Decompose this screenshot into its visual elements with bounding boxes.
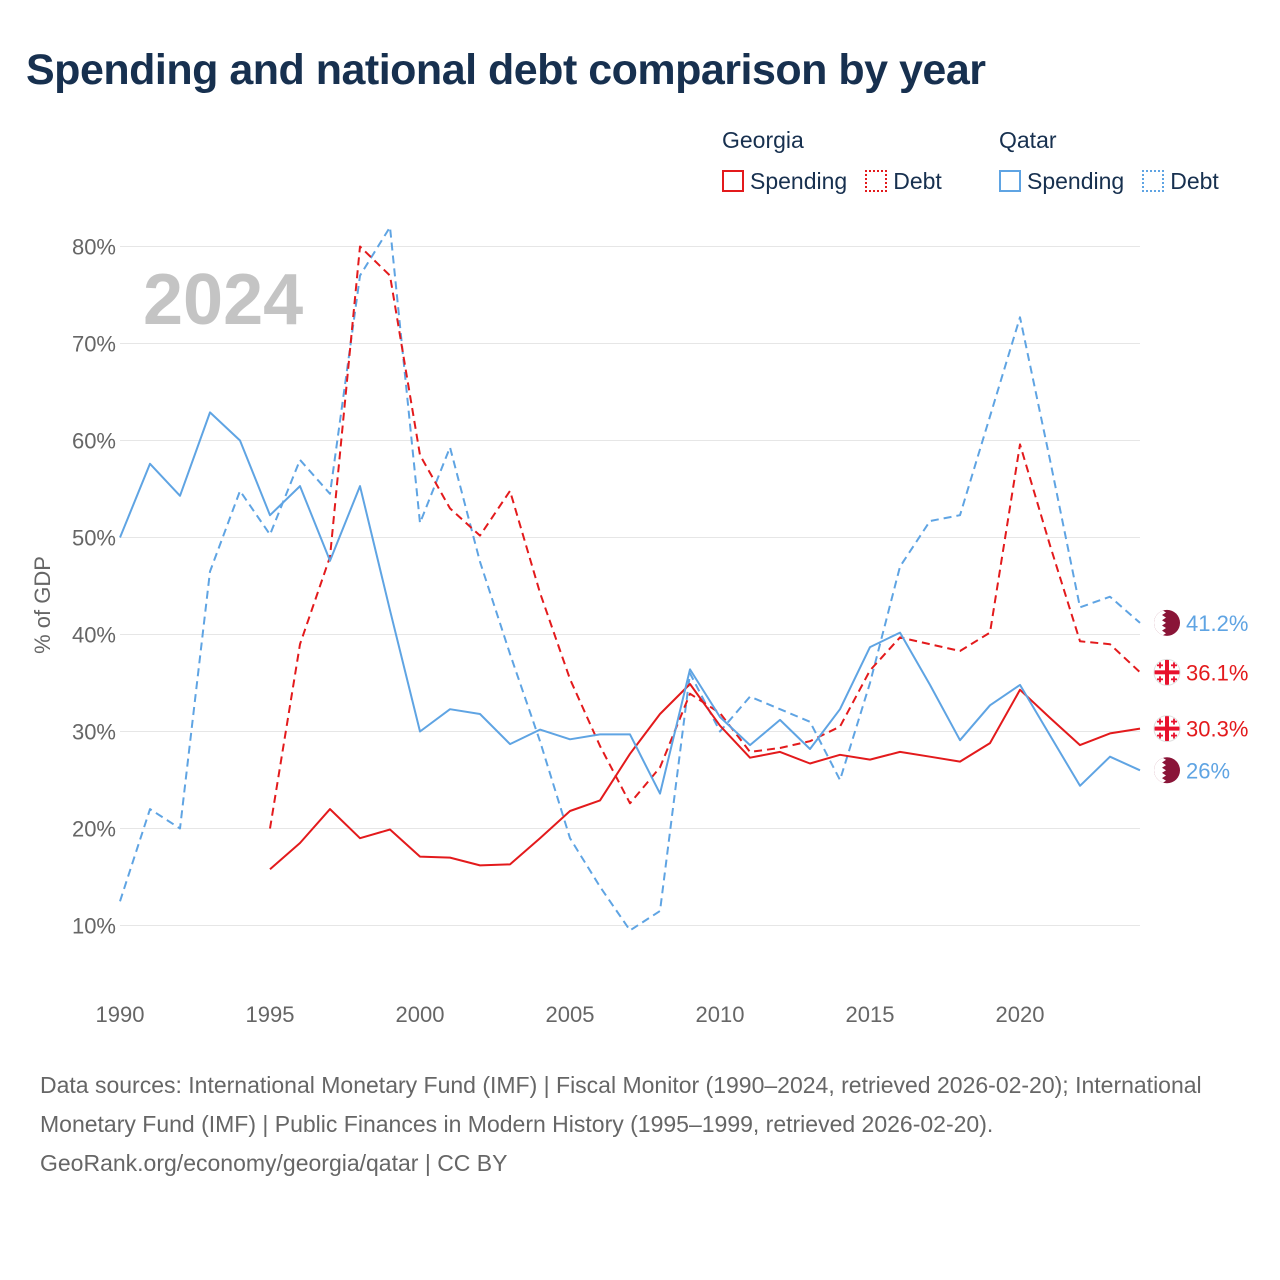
legend-group-georgia: Georgia Spending Debt: [722, 124, 960, 198]
y-tick-label: 70%: [72, 332, 116, 357]
x-tick-label: 2020: [996, 1002, 1045, 1027]
y-tick-label: 30%: [72, 720, 116, 745]
qatar-flag-icon: [1154, 757, 1180, 784]
legend-label-georgia-debt: Debt: [893, 167, 942, 194]
legend-swatch-dotted-qatar: [1142, 170, 1165, 192]
x-tick-label: 2005: [546, 1002, 595, 1027]
legend-group-qatar: Qatar Spending Debt: [999, 124, 1237, 198]
end-value-label-georgia-spending: 30.3%: [1186, 717, 1248, 742]
legend-swatch-solid-qatar: [999, 170, 1021, 192]
y-tick-label: 20%: [72, 817, 116, 842]
y-tick-label: 10%: [72, 914, 116, 939]
x-tick-label: 1990: [96, 1002, 145, 1027]
end-value-label-georgia-debt: 36.1%: [1186, 660, 1248, 685]
series-line-georgia-spending[interactable]: [269, 683, 1141, 870]
legend-label-georgia-spending: Spending: [750, 167, 848, 194]
georgia-flag-icon: [1153, 715, 1181, 743]
legend-georgia-spending[interactable]: Spending: [722, 168, 847, 195]
data-sources: Data sources: International Monetary Fun…: [40, 1072, 1202, 1137]
legend-country-georgia: Georgia: [722, 127, 804, 153]
x-tick-label: 1995: [246, 1002, 295, 1027]
attribution-link[interactable]: GeoRank.org/economy/georgia/qatar | CC B…: [40, 1150, 508, 1176]
line-chart: 2024 10% 20% 30% 40% 50% 60% 70% 80% 1990 1995 200…: [30, 226, 1248, 1027]
chart-title: Spending and national debt comparison by…: [26, 46, 986, 94]
legend-swatch-solid-georgia: [722, 170, 744, 192]
legend-qatar-debt[interactable]: Debt: [1142, 168, 1219, 195]
y-tick-label: 80%: [72, 235, 116, 260]
legend-swatch-dotted-georgia: [865, 170, 888, 192]
end-value-label-qatar-spending: 26%: [1186, 758, 1230, 783]
x-tick-label: 2000: [396, 1002, 445, 1027]
series-line-qatar-spending[interactable]: [119, 411, 1141, 795]
y-axis-label: % of GDP: [30, 556, 55, 654]
legend-qatar-spending[interactable]: Spending: [999, 168, 1124, 195]
y-tick-label: 50%: [72, 526, 116, 551]
x-tick-label: 2010: [696, 1002, 745, 1027]
georgia-flag-icon: [1153, 658, 1181, 686]
qatar-flag-icon: [1154, 609, 1180, 636]
end-value-label-qatar-debt: 41.2%: [1186, 611, 1248, 636]
legend-label-qatar-spending: Spending: [1027, 167, 1125, 194]
y-tick-label: 40%: [72, 623, 116, 648]
footer: Data sources: International Monetary Fun…: [40, 1066, 1240, 1183]
year-watermark: 2024: [143, 260, 303, 340]
y-tick-label: 60%: [72, 429, 116, 454]
legend-label-qatar-debt: Debt: [1170, 167, 1219, 194]
x-tick-label: 2015: [846, 1002, 895, 1027]
legend-country-qatar: Qatar: [999, 127, 1057, 153]
legend-georgia-debt[interactable]: Debt: [865, 168, 942, 195]
